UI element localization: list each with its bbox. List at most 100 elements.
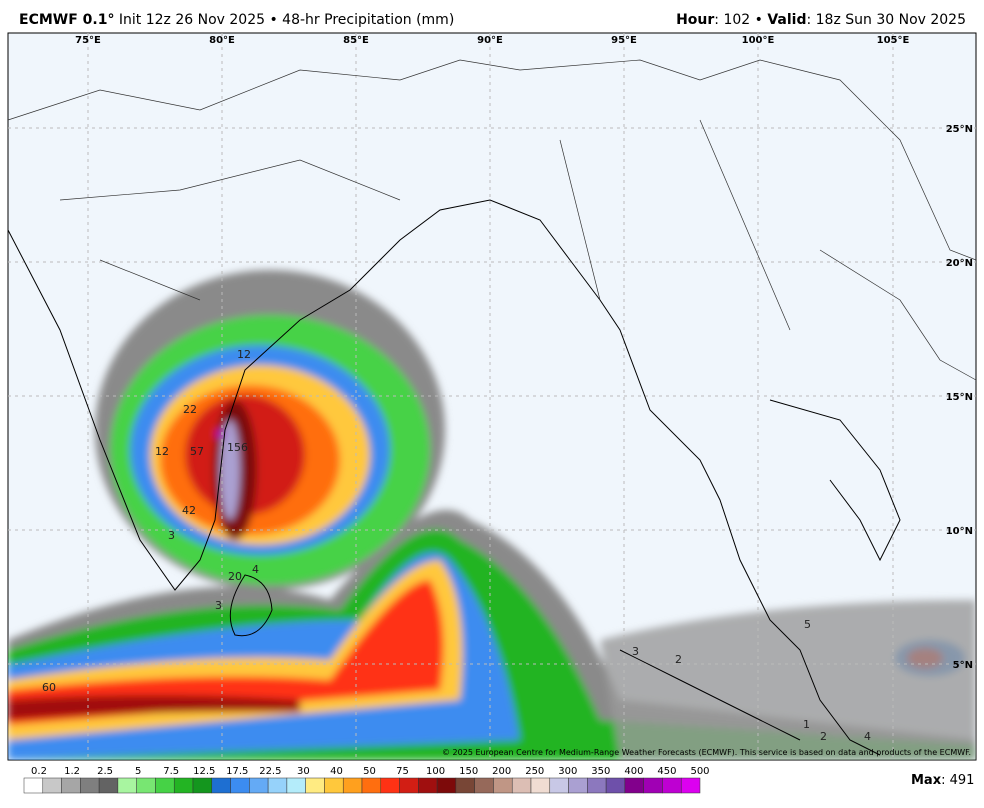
colorbar-swatch (530, 777, 551, 794)
contour-label: 156 (227, 441, 248, 454)
contour-label: 1 (803, 718, 810, 731)
colorbar-label: 50 (363, 766, 376, 777)
lat-label: 5°N (953, 660, 973, 671)
colorbar-label: 7.5 (163, 766, 179, 777)
colorbar-label: 500 (690, 766, 709, 777)
contour-label: 3 (632, 645, 639, 658)
colorbar-swatch (173, 777, 194, 794)
colorbar-swatch (568, 777, 588, 794)
colorbar-swatch (42, 777, 62, 794)
contour-label: 20 (228, 570, 242, 583)
colorbar-swatch (249, 777, 269, 794)
colorbar-swatch (117, 777, 137, 794)
colorbar-swatch (342, 777, 363, 794)
colorbar: 0.2 1.2 2.5 5 7.5 12.5 17.5 22.5 30 40 50 75 100 150 2… (23, 766, 710, 794)
coastlines (7, 199, 901, 756)
colorbar-swatch (418, 777, 438, 794)
colorbar-swatch (286, 777, 306, 794)
colorbar-label: 200 (492, 766, 511, 777)
colorbar-swatch (455, 777, 475, 794)
contour-label: 60 (42, 681, 56, 694)
colorbar-label: 300 (558, 766, 577, 777)
colorbar-swatch (361, 777, 382, 794)
subtitle: Init 12z 26 Nov 2025 • 48-hr Precipitati… (118, 12, 455, 28)
hour-label: Hour (676, 12, 715, 28)
colorbar-swatch (267, 777, 288, 794)
colorbar-swatch (399, 777, 419, 794)
colorbar-label: 250 (525, 766, 544, 777)
colorbar-swatch (230, 777, 250, 794)
colorbar-label: 30 (297, 766, 310, 777)
colorbar-swatch (436, 777, 457, 794)
max-sep: : (941, 773, 950, 788)
contour-label: 2 (675, 653, 682, 666)
colorbar-swatch (624, 777, 644, 794)
colorbar-label: 17.5 (226, 766, 248, 777)
lon-label: 90°E (477, 35, 503, 46)
lon-labels: 75°E 80°E 85°E 90°E 95°E 100°E 105°E (75, 35, 909, 46)
contour-label: 2 (820, 730, 827, 743)
colorbar-swatch (511, 777, 532, 794)
hour-text: : 102 • (714, 12, 768, 28)
colorbar-swatch (61, 777, 81, 794)
colorbar-label: 400 (624, 766, 643, 777)
lat-label: 15°N (946, 392, 973, 403)
colorbar-swatch (305, 777, 325, 794)
valid-text: : 18z Sun 30 Nov 2025 (806, 12, 966, 28)
colorbar-swatch (192, 777, 213, 794)
title: ECMWF 0.1° (19, 12, 115, 28)
max-text: Max: 491 (911, 773, 974, 788)
colorbar-label: 75 (396, 766, 409, 777)
colorbar-label: 22.5 (259, 766, 281, 777)
colorbar-swatch (324, 777, 344, 794)
colorbar-label: 0.2 (31, 766, 47, 777)
lon-label: 75°E (75, 35, 101, 46)
copyright: © 2025 European Centre for Medium-Range … (442, 748, 971, 757)
graticule (8, 33, 976, 760)
colorbar-swatch (493, 777, 513, 794)
colorbar-swatch (23, 777, 44, 794)
colorbar-swatch (155, 777, 175, 794)
colorbar-label: 1.2 (64, 766, 80, 777)
borders (7, 59, 977, 381)
colorbar-swatch (80, 777, 100, 794)
colorbar-swatch (643, 777, 663, 794)
contour-label: 5 (804, 618, 811, 631)
colorbar-swatch (211, 777, 231, 794)
colorbar-label: 2.5 (97, 766, 113, 777)
colorbar-swatch (605, 777, 626, 794)
lat-label: 25°N (946, 124, 973, 135)
colorbar-label: 450 (657, 766, 676, 777)
lon-label: 100°E (742, 35, 775, 46)
colorbar-swatch (549, 777, 569, 794)
colorbar-label: 5 (135, 766, 141, 777)
contour-label: 57 (190, 445, 204, 458)
contour-label: 3 (215, 599, 222, 612)
contour-label: 3 (168, 529, 175, 542)
lat-labels: 25°N 20°N 15°N 10°N 5°N (946, 124, 973, 671)
lon-label: 85°E (343, 35, 369, 46)
colorbar-label: 12.5 (193, 766, 215, 777)
contour-label: 42 (182, 504, 196, 517)
contour-label: 12 (237, 348, 251, 361)
colorbar-swatch (587, 777, 607, 794)
header-right: Hour: 102 • Valid: 18z Sun 30 Nov 2025 (676, 12, 966, 28)
valid-label: Valid (767, 12, 807, 28)
contour-label: 12 (155, 445, 169, 458)
max-value: 491 (950, 773, 975, 788)
colorbar-label: 100 (426, 766, 445, 777)
lon-label: 80°E (209, 35, 235, 46)
header-left: ECMWF 0.1° Init 12z 26 Nov 2025 • 48-hr … (19, 12, 454, 28)
colorbar-swatch (680, 777, 701, 794)
colorbar-swatch (380, 777, 400, 794)
colorbar-swatch (98, 777, 119, 794)
contour-label: 4 (864, 730, 871, 743)
colorbar-label: 150 (459, 766, 478, 777)
lon-label: 95°E (611, 35, 637, 46)
colorbar-swatch (662, 777, 682, 794)
lon-label: 105°E (877, 35, 910, 46)
contour-label: 4 (252, 563, 259, 576)
